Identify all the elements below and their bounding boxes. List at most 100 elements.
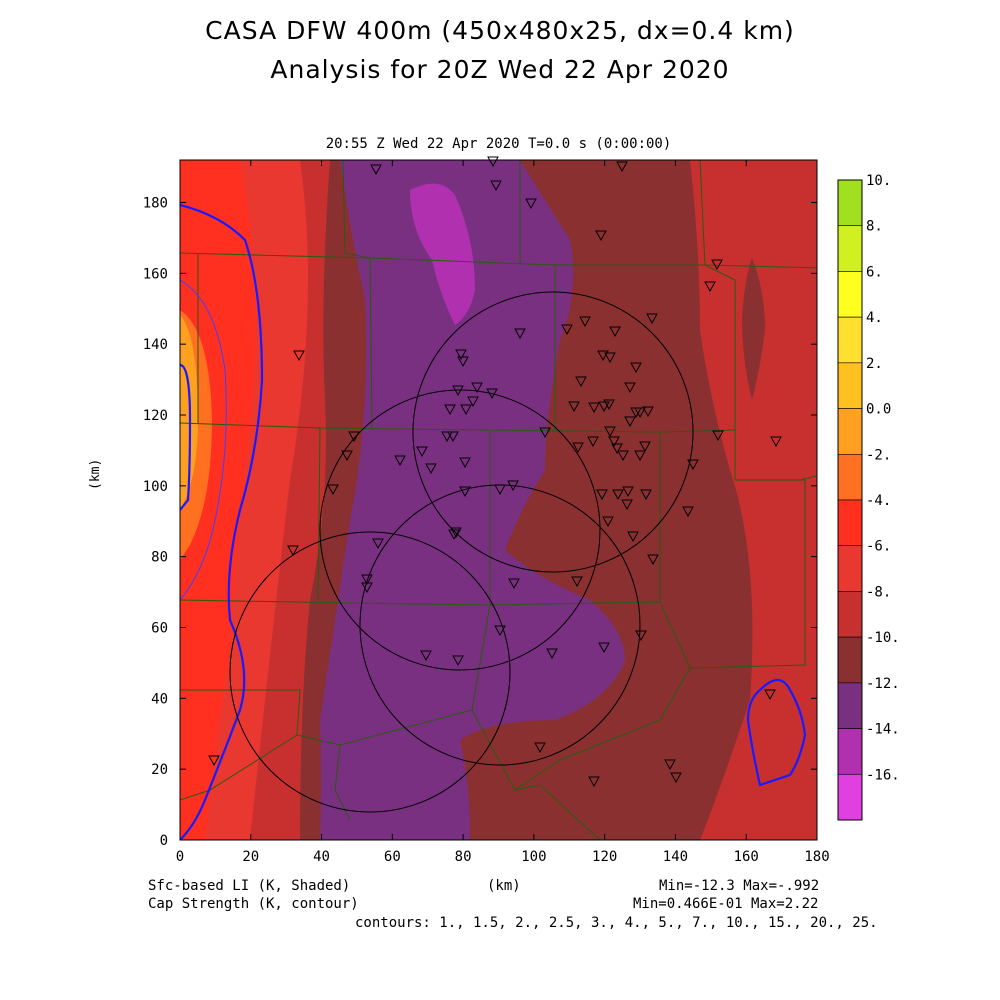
colorbar-segment bbox=[837, 362, 863, 409]
colorbar: 10. 8. 6. 4. 2. 0.0 -2. -4. -6. -8. -10. -12. -14. -1… bbox=[837, 173, 900, 821]
station-marker-icon bbox=[704, 281, 716, 293]
station-marker-icon bbox=[494, 484, 506, 496]
footer-field1-range: Min=-12.3 Max=-.992 bbox=[659, 878, 820, 894]
station-marker-icon bbox=[588, 776, 600, 788]
station-marker-icon bbox=[642, 406, 654, 418]
radar-range-circle bbox=[412, 291, 694, 573]
y-tick-label: 140 bbox=[143, 337, 168, 353]
station-marker-icon bbox=[624, 382, 636, 394]
station-marker-icon bbox=[572, 442, 584, 454]
y-tick-label: 40 bbox=[151, 691, 168, 707]
cap-strength-contours bbox=[180, 203, 807, 840]
colorbar-label: 6. bbox=[866, 264, 883, 280]
station-marker-icon bbox=[587, 436, 599, 448]
li-band-minus2 bbox=[180, 160, 256, 840]
station-marker-icon bbox=[568, 401, 580, 413]
colorbar-label: -8. bbox=[866, 584, 891, 600]
station-marker-icon bbox=[487, 156, 499, 168]
y-axis: 0 20 40 60 80 100 120 140 160 180 bbox=[143, 196, 817, 849]
plot-frame bbox=[179, 159, 818, 841]
colorbar-segment bbox=[837, 453, 863, 501]
station-marker-icon bbox=[287, 545, 299, 557]
station-marker-icon bbox=[604, 426, 616, 438]
station-markers bbox=[208, 156, 782, 788]
station-marker-icon bbox=[588, 402, 600, 414]
station-marker-icon bbox=[764, 689, 776, 701]
station-marker-icon bbox=[609, 326, 621, 338]
figure-title-line2: Analysis for 20Z Wed 22 Apr 2020 bbox=[270, 55, 730, 84]
colorbar-label: -16. bbox=[866, 767, 900, 783]
radar-range-circle bbox=[229, 531, 511, 813]
li-band-minus12 bbox=[410, 183, 475, 325]
station-marker-icon bbox=[441, 431, 453, 443]
station-marker-icon bbox=[327, 484, 339, 496]
station-marker-icon bbox=[361, 574, 373, 586]
colorbar-label: -10. bbox=[866, 630, 900, 646]
colorbar-label: 10. bbox=[866, 173, 891, 189]
station-marker-icon bbox=[561, 324, 573, 336]
station-marker-icon bbox=[420, 650, 432, 662]
station-marker-icon bbox=[571, 576, 583, 588]
station-marker-icon bbox=[507, 480, 519, 492]
station-marker-icon bbox=[370, 164, 382, 176]
colorbar-segment bbox=[837, 316, 863, 364]
y-tick-label: 100 bbox=[143, 479, 168, 495]
station-marker-icon bbox=[459, 457, 471, 469]
station-marker-icon bbox=[575, 376, 587, 388]
station-marker-icon bbox=[598, 401, 610, 413]
colorbar-segment bbox=[837, 591, 863, 638]
colorbar-label: 2. bbox=[866, 356, 883, 372]
colorbar-label: -14. bbox=[866, 722, 900, 738]
station-marker-icon bbox=[621, 499, 633, 511]
station-marker-icon bbox=[602, 516, 614, 528]
x-axis: 0 20 40 60 80 100 120 140 160 180 bbox=[176, 160, 830, 865]
station-marker-icon bbox=[450, 527, 462, 539]
station-marker-icon bbox=[687, 459, 699, 471]
colorbar-label: -4. bbox=[866, 493, 891, 509]
station-marker-icon bbox=[394, 455, 406, 467]
colorbar-label: 0.0 bbox=[866, 402, 891, 418]
station-marker-icon bbox=[622, 486, 634, 498]
cap-strength-contours-thin bbox=[180, 279, 227, 601]
station-marker-icon bbox=[452, 385, 464, 397]
y-tick-label: 160 bbox=[143, 266, 168, 282]
station-marker-icon bbox=[624, 416, 636, 428]
station-marker-icon bbox=[348, 431, 360, 443]
y-tick-label: 80 bbox=[151, 550, 168, 566]
station-marker-icon bbox=[639, 441, 651, 453]
station-marker-icon bbox=[525, 198, 537, 210]
colorbar-label: -12. bbox=[866, 676, 900, 692]
plot-subtitle: 20:55 Z Wed 22 Apr 2020 T=0.0 s (0:00:00… bbox=[325, 136, 672, 152]
x-tick-label: 140 bbox=[663, 849, 688, 865]
station-marker-icon bbox=[494, 625, 506, 637]
station-marker-icon bbox=[597, 350, 609, 362]
station-marker-icon bbox=[425, 463, 437, 475]
county-boundaries bbox=[180, 160, 817, 840]
station-marker-icon bbox=[770, 436, 782, 448]
station-marker-icon bbox=[455, 349, 467, 361]
colorbar-segment bbox=[837, 225, 863, 272]
station-marker-icon bbox=[670, 772, 682, 784]
colorbar-label: 8. bbox=[866, 219, 883, 235]
y-axis-title: (km) bbox=[88, 458, 103, 490]
colorbar-segment bbox=[837, 179, 863, 227]
station-marker-icon bbox=[508, 578, 520, 590]
station-marker-icon bbox=[604, 352, 616, 364]
y-tick-label: 180 bbox=[143, 196, 168, 212]
station-marker-icon bbox=[596, 489, 608, 501]
x-axis-title: (km) bbox=[487, 878, 521, 894]
x-tick-label: 80 bbox=[455, 849, 472, 865]
station-marker-icon bbox=[293, 350, 305, 362]
x-tick-label: 40 bbox=[313, 849, 330, 865]
station-marker-icon bbox=[616, 161, 628, 173]
station-marker-icon bbox=[416, 446, 428, 458]
x-tick-label: 20 bbox=[242, 849, 259, 865]
colorbar-segment bbox=[837, 408, 863, 455]
station-marker-icon bbox=[448, 529, 460, 541]
figure-title-line1: CASA DFW 400m (450x480x25, dx=0.4 km) bbox=[205, 16, 795, 45]
station-marker-icon bbox=[598, 642, 610, 654]
station-marker-icon bbox=[595, 230, 607, 242]
footer-contours: contours: 1., 1.5, 2., 2.5, 3., 4., 5., … bbox=[355, 915, 878, 931]
station-marker-icon bbox=[471, 382, 483, 394]
x-tick-label: 0 bbox=[176, 849, 184, 865]
